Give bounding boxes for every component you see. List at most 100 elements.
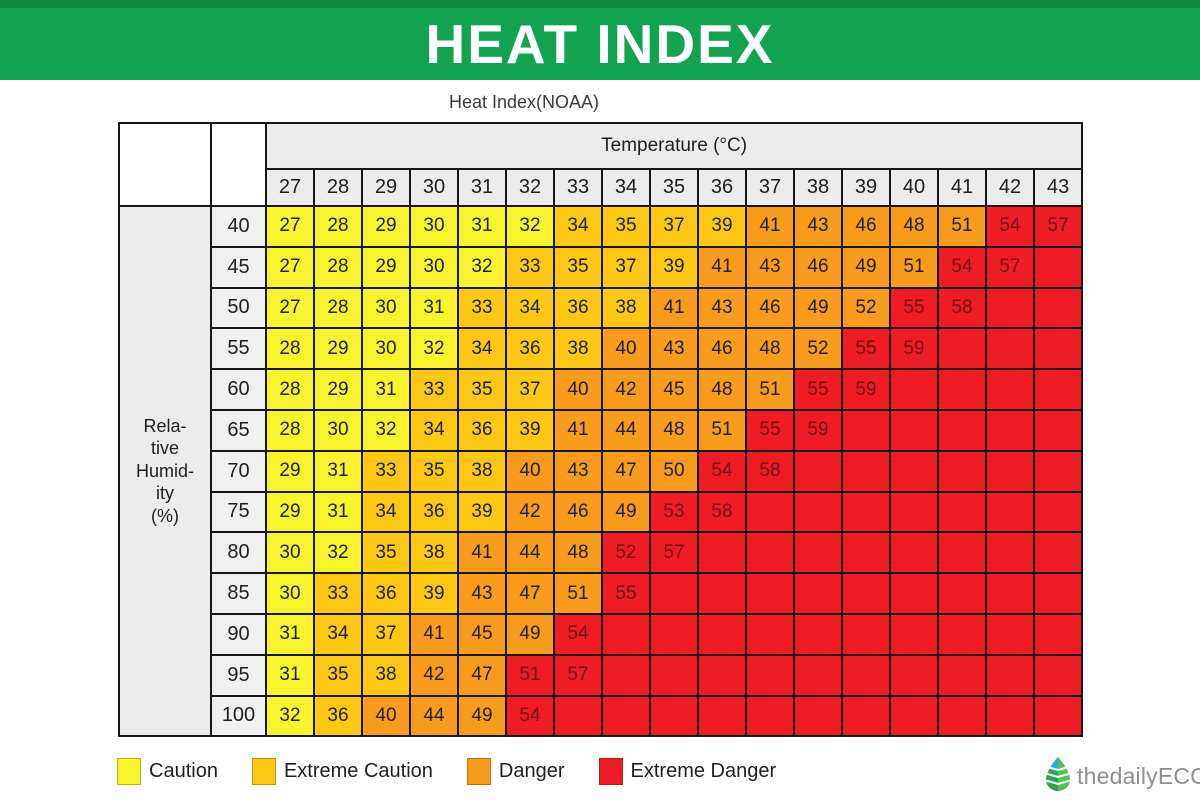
heat-cell	[889, 408, 939, 452]
heat-cell	[1032, 245, 1084, 289]
heat-cell	[1032, 490, 1084, 534]
table-row: 80 30 32 35 38 41 44 48 52 57	[119, 531, 1084, 575]
heat-cell	[985, 572, 1035, 615]
heat-index-table-wrap: Temperature (°C) 27 28 29 30 31 32 33 34 35 36 37 38…	[118, 122, 1084, 738]
heat-cell: 49	[505, 612, 555, 656]
heat-cell: 52	[793, 327, 843, 371]
humidity-header-cell: 50	[210, 286, 267, 330]
heat-cell: 48	[889, 205, 939, 248]
heat-cell	[889, 572, 939, 615]
humidity-header-cell: 90	[210, 612, 267, 656]
heat-cell	[841, 408, 891, 452]
heat-cell: 32	[361, 408, 411, 452]
heat-cell: 59	[889, 327, 939, 371]
heat-cell: 33	[313, 572, 363, 615]
heat-cell	[937, 449, 987, 493]
heat-cell	[697, 572, 747, 615]
heat-cell	[697, 694, 747, 738]
heat-index-table: Temperature (°C) 27 28 29 30 31 32 33 34 35 36 37 38…	[118, 122, 1084, 738]
heat-cell	[985, 327, 1035, 371]
heat-cell: 40	[361, 694, 411, 738]
heat-cell	[937, 694, 987, 738]
temp-header-cell: 43	[1032, 168, 1084, 207]
heat-cell: 49	[601, 490, 651, 534]
legend: Caution Extreme Caution Danger Extreme Dang…	[117, 755, 776, 787]
humidity-header-cell: 100	[210, 694, 267, 738]
heat-cell	[697, 612, 747, 656]
temp-header-cell: 34	[601, 168, 651, 207]
leaf-icon	[1044, 755, 1072, 798]
heat-cell: 43	[745, 245, 795, 289]
heat-cell	[649, 572, 699, 615]
heat-cell: 46	[697, 327, 747, 371]
table-row: Rela-tive Humid-ity (%) 40 27 28 29 30 31 32 34 35 3…	[118, 204, 1084, 738]
humidity-header-cell: 85	[210, 572, 267, 615]
heat-cell	[985, 653, 1035, 697]
temp-header-cell: 36	[697, 168, 747, 207]
temp-header-cell: 39	[841, 168, 891, 207]
heat-cell	[841, 531, 891, 575]
heat-cell: 28	[265, 408, 315, 452]
heat-cell: 55	[745, 408, 795, 452]
heat-cell	[1032, 327, 1084, 371]
heat-cell: 52	[601, 531, 651, 575]
heat-cell: 34	[457, 327, 507, 371]
heat-cell: 30	[313, 408, 363, 452]
heat-cell: 58	[697, 490, 747, 534]
heat-cell: 28	[313, 245, 363, 289]
heat-cell: 49	[841, 245, 891, 289]
legend-swatch	[117, 757, 141, 785]
heat-cell: 57	[1032, 205, 1084, 248]
legend-swatch	[466, 757, 491, 785]
temp-header-cell: 35	[649, 168, 699, 207]
banner-top-strip	[0, 0, 1200, 8]
table-row: 95 31 35 38 42 47 51 57	[119, 653, 1084, 697]
heat-cell	[985, 612, 1035, 656]
heat-cell: 42	[409, 653, 459, 697]
heat-cell: 36	[409, 490, 459, 534]
heat-cell: 48	[697, 368, 747, 411]
heat-cell: 30	[409, 205, 459, 248]
heat-cell: 54	[985, 205, 1035, 248]
heat-cell: 46	[553, 490, 603, 534]
heat-cell	[841, 449, 891, 493]
legend-item: Caution	[117, 757, 218, 785]
heat-cell	[937, 490, 987, 534]
heat-cell: 44	[505, 531, 555, 575]
table-row: 100 32 36 40 44 49 54	[119, 694, 1084, 738]
heat-cell: 54	[553, 612, 603, 656]
heat-cell: 27	[265, 205, 315, 248]
heat-cell	[985, 368, 1035, 411]
heat-cell: 28	[313, 286, 363, 330]
page-title: HEAT INDEX	[425, 12, 775, 75]
heat-cell: 35	[553, 245, 603, 289]
table-row: 65 28 30 32 34 36 39 41 44 48 51 55 59	[119, 408, 1084, 452]
heat-cell: 32	[409, 327, 459, 371]
heat-cell	[601, 612, 651, 656]
heat-cell: 34	[313, 612, 363, 656]
heat-cell	[841, 612, 891, 656]
table-row: 55 28 29 30 32 34 36 38 40 43 46 48 52 55 59	[119, 327, 1084, 371]
heat-cell: 28	[265, 368, 315, 411]
heat-cell	[745, 531, 795, 575]
temp-header-cell: 28	[313, 168, 363, 207]
heat-cell	[889, 490, 939, 534]
heat-cell: 41	[697, 245, 747, 289]
heat-cell: 31	[265, 612, 315, 656]
heat-cell: 29	[361, 205, 411, 248]
legend-item: Danger	[466, 757, 565, 785]
heat-cell: 32	[457, 245, 507, 289]
table-row: 75 29 31 34 36 39 42 46 49 53 58	[119, 490, 1084, 534]
heat-cell: 36	[361, 572, 411, 615]
heat-cell	[649, 612, 699, 656]
heat-cell: 54	[505, 694, 555, 738]
table-row: 60 28 29 31 33 35 37 40 42 45 48 51 55 59	[119, 368, 1084, 411]
heat-cell	[1032, 531, 1084, 575]
heat-cell: 57	[649, 531, 699, 575]
heat-cell	[889, 449, 939, 493]
humidity-header-cell: 95	[210, 653, 267, 697]
temperature-axis-label: Temperature (°C)	[264, 122, 1084, 170]
heat-cell	[697, 653, 747, 697]
heat-cell: 30	[361, 327, 411, 371]
heat-cell: 33	[505, 245, 555, 289]
